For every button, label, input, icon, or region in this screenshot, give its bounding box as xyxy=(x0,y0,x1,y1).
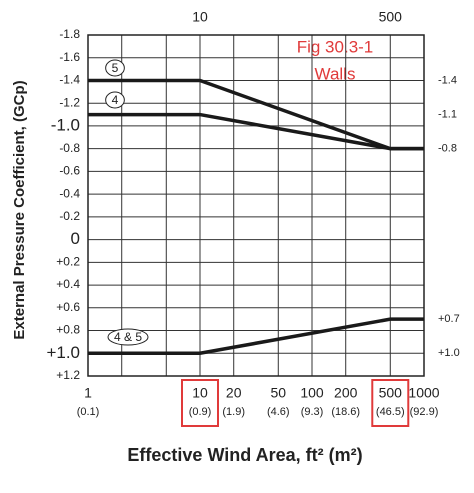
x-tick-label: 10 xyxy=(192,385,208,401)
highlight-box xyxy=(371,379,410,427)
x-tick-label: 50 xyxy=(270,385,286,401)
y-tick-label: -0.2 xyxy=(59,209,80,223)
y-tick-label: -1.0 xyxy=(51,115,80,134)
y-tick-label: +1.2 xyxy=(56,368,80,382)
x-tick-sublabel: (46.5) xyxy=(376,406,405,418)
x-axis-label: Effective Wind Area, ft² (m²) xyxy=(127,445,362,465)
x-tick-label: 200 xyxy=(334,385,358,401)
y-tick-label: 0 xyxy=(71,229,80,248)
right-label: +1.0 xyxy=(438,347,460,359)
y-tick-label: +0.8 xyxy=(56,323,80,337)
y-tick-label: +0.6 xyxy=(56,300,80,314)
x-tick-sublabel: (4.6) xyxy=(267,406,290,418)
highlight-box xyxy=(181,379,219,427)
x-tick-sublabel: (9.3) xyxy=(301,406,324,418)
series-line xyxy=(88,112,424,151)
series-label: 4 xyxy=(112,93,119,107)
x-top-tick-label: 500 xyxy=(379,9,403,25)
y-tick-label: +1.0 xyxy=(46,343,80,362)
y-tick-label: -1.2 xyxy=(59,95,80,109)
right-label: -0.8 xyxy=(438,143,457,155)
x-tick-label: 20 xyxy=(226,385,242,401)
right-label: -1.1 xyxy=(438,108,457,120)
y-tick-label: -1.8 xyxy=(59,27,80,41)
plot-frame xyxy=(87,34,425,377)
right-label: -1.4 xyxy=(438,74,457,86)
x-tick-label: 1 xyxy=(84,385,92,401)
y-tick-label: -1.6 xyxy=(59,50,80,64)
y-tick-label: -0.4 xyxy=(59,186,80,200)
series-label-ring xyxy=(107,328,149,346)
x-tick-sublabel: (0.9) xyxy=(189,406,212,418)
x-tick-sublabel: (18.6) xyxy=(331,406,360,418)
series-line xyxy=(88,317,424,356)
x-tick-sublabel: (1.9) xyxy=(222,406,245,418)
y-tick-label: -1.4 xyxy=(59,73,80,87)
y-tick-label: +0.4 xyxy=(56,277,80,291)
x-top-tick-label: 10 xyxy=(192,9,208,25)
series-label: 4 & 5 xyxy=(114,330,142,344)
right-label: +0.7 xyxy=(438,313,460,325)
x-tick-label: 100 xyxy=(300,385,324,401)
y-axis-label: External Pressure Coefficient, (GCp) xyxy=(11,80,28,339)
chart-title: Fig 30.3-1 xyxy=(297,37,374,56)
x-tick-sublabel: (92.9) xyxy=(410,406,439,418)
y-tick-label: -0.8 xyxy=(59,141,80,155)
y-tick-label: +0.2 xyxy=(56,255,80,269)
x-tick-label: 1000 xyxy=(408,385,439,401)
y-tick-label: -0.6 xyxy=(59,164,80,178)
series-label-ring xyxy=(105,91,125,109)
series-label: 5 xyxy=(112,61,119,75)
x-tick-sublabel: (0.1) xyxy=(77,406,100,418)
x-tick-label: 500 xyxy=(379,385,403,401)
series-label-ring xyxy=(105,59,125,77)
